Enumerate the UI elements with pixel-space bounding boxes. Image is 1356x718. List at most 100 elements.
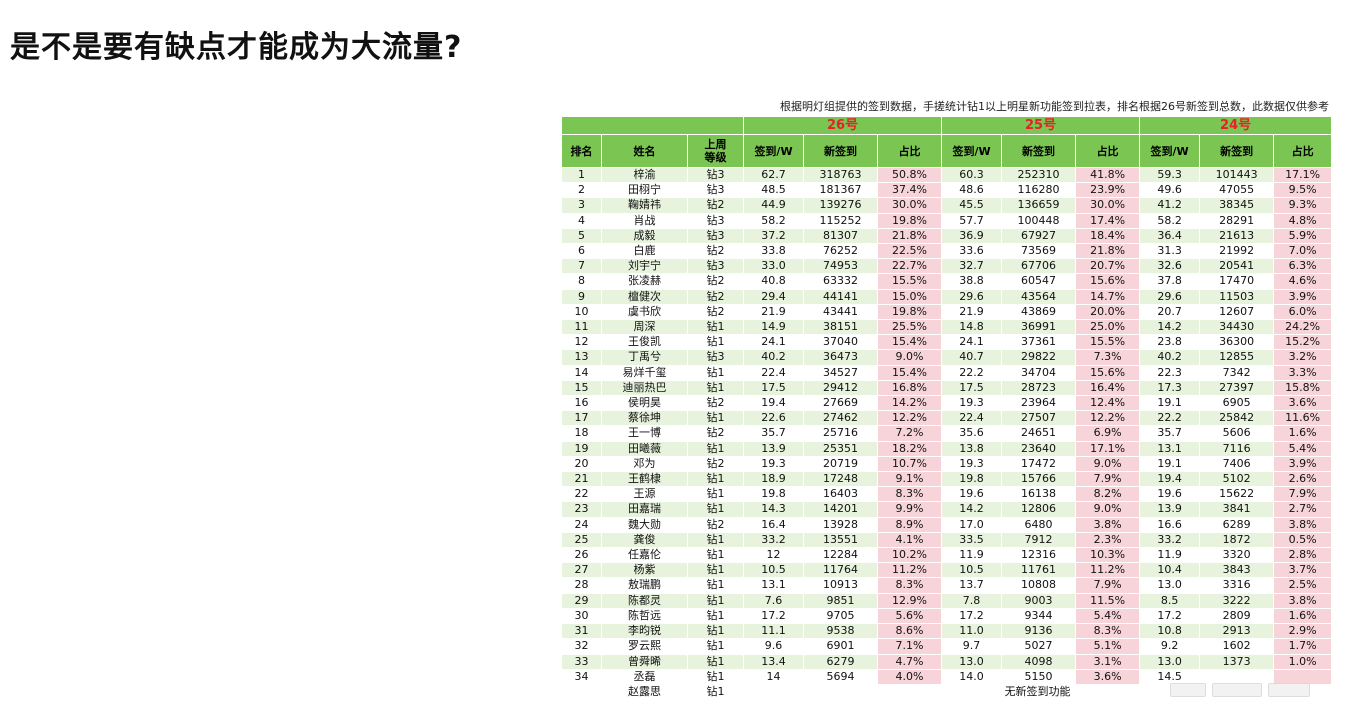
rank-cell: 30: [561, 607, 602, 625]
ratio-cell: 6.9%: [1075, 425, 1141, 442]
table-row: 15 迪丽热巴 钻1 17.5 29412 16.8% 17.5 28723 16.4% 17.3…: [561, 379, 1333, 397]
new-checkin-cell: 36473: [803, 349, 879, 366]
level-cell: 钻1: [686, 531, 745, 549]
level-cell: 钻2: [686, 455, 745, 473]
level-cell: 钻2: [686, 273, 745, 290]
table-row: 30 陈哲远 钻1 17.2 9705 5.6% 17.2 9344 5.4% 17.2 2809 1…: [561, 607, 1333, 625]
ratio-cell: 8.2%: [1075, 486, 1141, 503]
name-cell: 田栩宁: [601, 182, 688, 199]
checkin-w-cell: 10.4: [1139, 562, 1201, 579]
ratio-cell: 17.4%: [1075, 212, 1141, 229]
table-row: 10 虞书欣 钻2 21.9 43441 19.8% 21.9 43869 20.0% 20.7 1…: [561, 303, 1333, 321]
rank-cell: 12: [561, 334, 602, 351]
new-checkin-cell: 318763: [803, 166, 879, 184]
rank-cell: 15: [561, 379, 602, 397]
checkin-w-cell: 9.7: [941, 638, 1003, 655]
level-cell: 钻1: [686, 547, 745, 564]
checkin-w-cell: 22.2: [941, 364, 1003, 381]
checkin-w-cell: 17.2: [941, 607, 1003, 625]
ratio-cell: 15.5%: [877, 273, 943, 290]
checkin-w-cell: 32.7: [941, 258, 1003, 275]
new-checkin-cell: 3222: [1199, 592, 1275, 609]
ratio-cell: 41.8%: [1075, 166, 1141, 184]
table-row: 20 邓为 钻2 19.3 20719 10.7% 19.3 17472 9.0% 19.1 740…: [561, 455, 1333, 473]
ratio-cell: 12.4%: [1075, 395, 1141, 412]
name-cell: 蔡徐坤: [601, 410, 688, 427]
ratio-cell: 12.2%: [877, 410, 943, 427]
name-cell: 周深: [601, 319, 688, 336]
checkin-w-cell: 21.9: [941, 303, 1003, 321]
level-cell: 钻1: [686, 471, 745, 488]
ratio-cell: 9.9%: [877, 501, 943, 518]
col-header-checkin-w: 签到/W: [941, 134, 1003, 168]
table-row: 14 易烊千玺 钻1 22.4 34527 15.4% 22.2 34704 15.6% 22.3…: [561, 364, 1333, 381]
ratio-cell: 2.6%: [1273, 471, 1333, 488]
checkin-w-cell: 22.3: [1139, 364, 1201, 381]
ratio-cell: 3.6%: [1273, 395, 1333, 412]
new-checkin-cell: 27397: [1199, 379, 1275, 397]
ratio-cell: 4.6%: [1273, 273, 1333, 290]
table-row: 6 白鹿 钻2 33.8 76252 22.5% 33.6 73569 21.8% 31.3 219…: [561, 243, 1333, 260]
ratio-cell: 15.0%: [877, 288, 943, 305]
new-checkin-cell: 81307: [803, 227, 879, 245]
name-cell: 王一博: [601, 425, 688, 442]
checkin-w-cell: 33.5: [941, 531, 1003, 549]
rank-cell: 21: [561, 471, 602, 488]
col-header-ratio: 占比: [1075, 134, 1141, 168]
level-cell: 钻1: [686, 638, 745, 655]
checkin-w-cell: 11.9: [941, 547, 1003, 564]
new-checkin-cell: 11764: [803, 562, 879, 579]
new-checkin-cell: 76252: [803, 243, 879, 260]
new-checkin-cell: 12806: [1001, 501, 1077, 518]
checkin-w-cell: 14.8: [941, 319, 1003, 336]
checkin-w-cell: 17.0: [941, 516, 1003, 533]
name-cell: 成毅: [601, 227, 688, 245]
new-checkin-cell: 12284: [803, 547, 879, 564]
checkin-w-cell: 18.9: [743, 471, 805, 488]
checkin-w-cell: 59.3: [1139, 166, 1201, 184]
ratio-cell: 16.8%: [877, 379, 943, 397]
checkin-w-cell: 37.8: [1139, 273, 1201, 290]
rank-cell: 27: [561, 562, 602, 579]
checkin-w-cell: 22.6: [743, 410, 805, 427]
new-checkin-cell: 11503: [1199, 288, 1275, 305]
ratio-cell: 5.1%: [1075, 638, 1141, 655]
level-cell: 钻3: [686, 182, 745, 199]
new-checkin-cell: 115252: [803, 212, 879, 229]
checkin-w-cell: 22.4: [743, 364, 805, 381]
col-header-new-checkin: 新签到: [1199, 134, 1275, 168]
name-cell: 陈都灵: [601, 592, 688, 609]
ratio-cell: 18.2%: [877, 440, 943, 457]
rank-cell: 13: [561, 349, 602, 366]
name-cell: 杨紫: [601, 562, 688, 579]
ratio-cell: 3.1%: [1075, 653, 1141, 670]
ratio-cell: 15.4%: [877, 334, 943, 351]
rank-cell: 10: [561, 303, 602, 321]
name-cell: 丁禹兮: [601, 349, 688, 366]
new-checkin-cell: 5102: [1199, 471, 1275, 488]
checkin-w-cell: 19.4: [1139, 471, 1201, 488]
table-row: 11 周深 钻1 14.9 38151 25.5% 14.8 36991 25.0% 14.2 34…: [561, 319, 1333, 336]
col-header-checkin-w: 签到/W: [1139, 134, 1201, 168]
ratio-cell: 7.9%: [1075, 471, 1141, 488]
checkin-w-cell: 19.1: [1139, 455, 1201, 473]
new-checkin-cell: 5027: [1001, 638, 1077, 655]
new-checkin-cell: 37361: [1001, 334, 1077, 351]
ratio-cell: 15.2%: [1273, 334, 1333, 351]
new-checkin-cell: 2809: [1199, 607, 1275, 625]
name-cell: 王俊凯: [601, 334, 688, 351]
checkin-w-cell: 16.6: [1139, 516, 1201, 533]
ratio-cell: 15.8%: [1273, 379, 1333, 397]
new-checkin-cell: 12607: [1199, 303, 1275, 321]
rank-cell: 31: [561, 623, 602, 640]
checkin-w-cell: 33.2: [743, 531, 805, 549]
rank-cell: 32: [561, 638, 602, 655]
name-cell: 迪丽热巴: [601, 379, 688, 397]
new-checkin-cell: 20541: [1199, 258, 1275, 275]
new-checkin-cell: 6901: [803, 638, 879, 655]
table-row: 3 鞠婧祎 钻2 44.9 139276 30.0% 45.5 136659 30.0% 41.2…: [561, 197, 1333, 214]
level-cell: 钻1: [686, 410, 745, 427]
ratio-cell: 15.5%: [1075, 334, 1141, 351]
ratio-cell: 8.3%: [877, 577, 943, 594]
table-row: 4 肖战 钻3 58.2 115252 19.8% 57.7 100448 17.4% 58.2 2…: [561, 212, 1333, 229]
